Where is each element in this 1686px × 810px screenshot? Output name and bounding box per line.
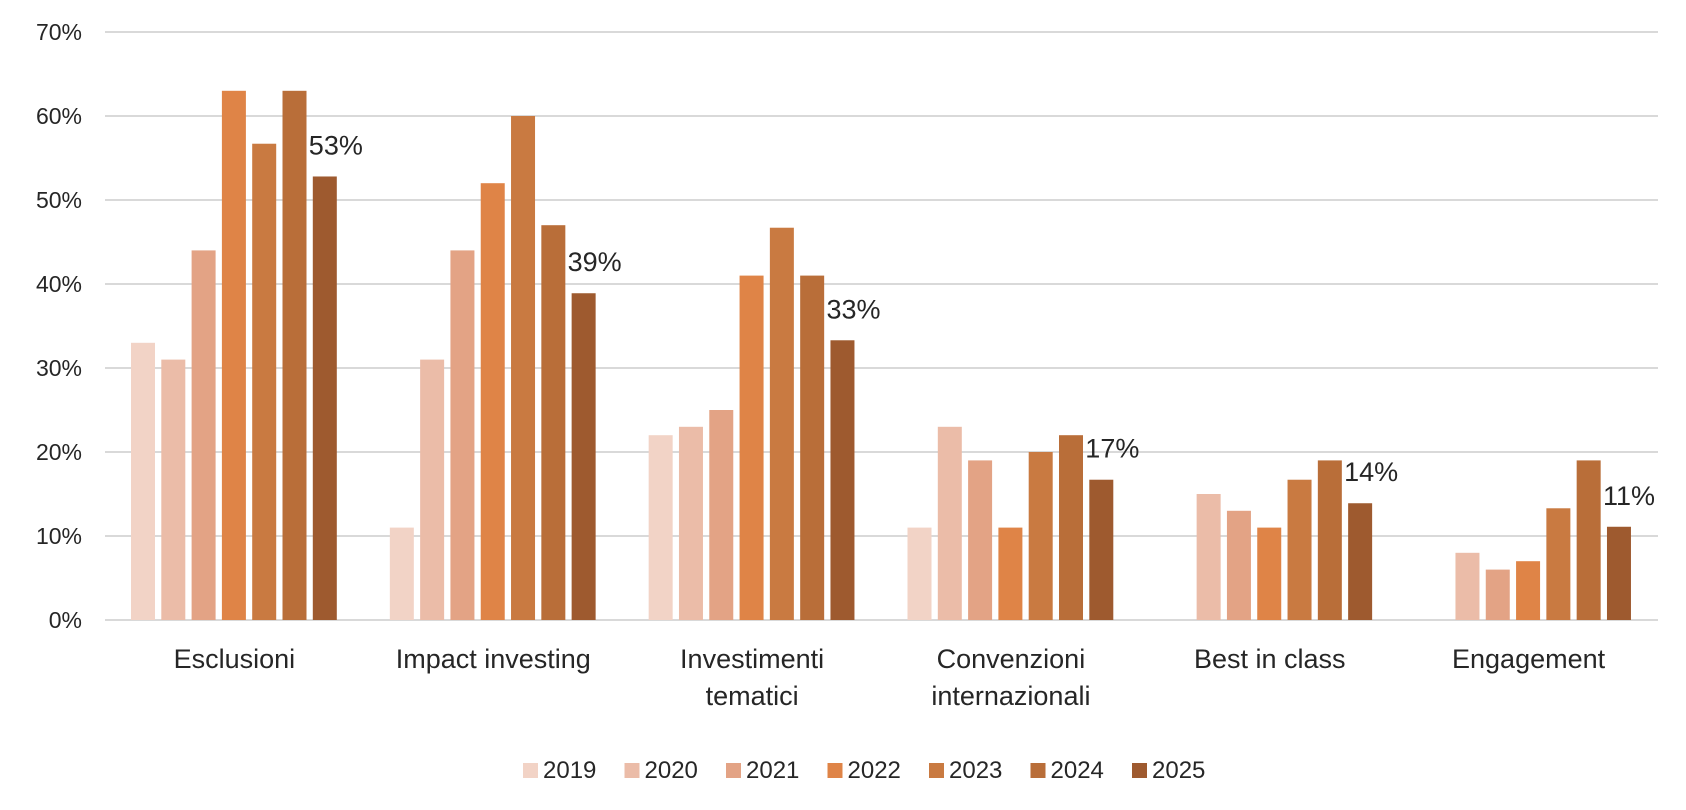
bar-2024-5 — [1576, 460, 1601, 620]
category-label-line: Engagement — [1452, 644, 1606, 674]
bar-2022-5 — [1516, 561, 1541, 620]
bar-2024-2 — [800, 275, 825, 620]
data-label-2025-1: 39% — [568, 247, 622, 277]
bar-2020-3 — [937, 426, 962, 620]
bar-2025-1 — [571, 293, 596, 620]
data-label-2025-5: 11% — [1603, 481, 1655, 511]
category-label: Convenzioni internazionali — [931, 644, 1090, 711]
category-label-line: Impact investing — [396, 644, 591, 674]
bar-2023-0 — [252, 143, 277, 620]
bar-2020-0 — [161, 359, 186, 620]
x-axis: Esclusioni Impact investing Investimenti te… — [174, 644, 1606, 711]
bar-2024-3 — [1059, 435, 1083, 620]
y-tick-label: 60% — [36, 103, 82, 129]
bar-2021-5 — [1485, 569, 1510, 620]
gridlines — [105, 31, 1658, 621]
legend-label-2024: 2024 — [1051, 757, 1104, 784]
bar-2020-5 — [1455, 552, 1480, 620]
bar-2021-0 — [191, 250, 216, 620]
y-tick-label: 50% — [36, 187, 82, 213]
y-tick-label: 10% — [36, 523, 82, 549]
category-label-line: internazionali — [931, 681, 1090, 711]
bar-2023-3 — [1028, 452, 1053, 620]
bar-2025-3 — [1089, 479, 1114, 620]
category-label: Engagement — [1452, 644, 1606, 674]
legend-label-2020: 2020 — [645, 757, 698, 784]
data-label-2025-4: 14% — [1344, 457, 1398, 487]
bar-2020-2 — [678, 426, 703, 620]
data-label-2025-2: 33% — [826, 294, 880, 324]
bar-2023-1 — [511, 116, 536, 620]
bar-2024-4 — [1317, 460, 1342, 620]
y-tick-label: 0% — [49, 607, 82, 633]
bar-2019-1 — [389, 527, 414, 620]
legend-label-2025: 2025 — [1152, 757, 1205, 784]
legend: 2019 2020 2021 2022 2023 2024 2025 — [523, 757, 1205, 784]
category-label-line: Convenzioni — [937, 644, 1086, 674]
legend-label-2023: 2023 — [949, 757, 1002, 784]
bar-2022-0 — [221, 90, 246, 621]
bar-2023-4 — [1287, 479, 1312, 620]
bar-2022-4 — [1257, 527, 1282, 620]
bar-2025-4 — [1348, 503, 1373, 620]
bar-2022-1 — [480, 183, 505, 620]
bar-2023-5 — [1546, 508, 1571, 620]
legend-swatch-2019 — [523, 763, 538, 778]
y-tick-label: 70% — [36, 19, 82, 45]
bar-2019-2 — [648, 435, 673, 620]
bar-2023-2 — [769, 227, 794, 620]
category-label-line: tematici — [706, 681, 799, 711]
y-axis: 0% 10% 20% 30% 40% 50% 60% 70% — [36, 19, 82, 633]
legend-label-2019: 2019 — [543, 757, 596, 784]
legend-swatch-2021 — [726, 763, 741, 778]
bar-2021-4 — [1226, 510, 1251, 620]
legend-label-2022: 2022 — [848, 757, 901, 784]
category-label: Esclusioni — [174, 644, 296, 674]
category-label-line: Investimenti — [680, 644, 824, 674]
data-label-2025-0: 53% — [309, 130, 363, 160]
bar-2024-0 — [282, 90, 307, 621]
legend-swatch-2024 — [1030, 763, 1046, 778]
bar-2025-2 — [830, 340, 855, 620]
bar-2025-0 — [312, 176, 337, 621]
bars — [131, 90, 1631, 621]
bar-2020-4 — [1196, 494, 1221, 620]
bar-2021-3 — [968, 460, 993, 620]
category-label: Investimenti tematici — [680, 644, 824, 711]
category-label: Best in class — [1194, 644, 1346, 674]
bar-2025-5 — [1606, 526, 1631, 620]
legend-label-2021: 2021 — [746, 757, 799, 784]
bar-2021-2 — [709, 410, 734, 620]
legend-swatch-2022 — [827, 763, 843, 778]
bar-2019-0 — [131, 342, 155, 620]
data-label-2025-3: 17% — [1085, 434, 1139, 464]
data-labels: 53% 39% 33% 17% 14% 11% — [309, 130, 1655, 510]
bar-2022-2 — [739, 275, 764, 620]
legend-swatch-2020 — [624, 763, 640, 778]
bar-2021-1 — [450, 250, 475, 620]
y-tick-label: 40% — [36, 271, 82, 297]
legend-swatch-2023 — [929, 763, 944, 778]
bar-2019-3 — [907, 527, 932, 620]
category-label: Impact investing — [396, 644, 591, 674]
y-tick-label: 20% — [36, 439, 82, 465]
legend-swatch-2025 — [1132, 763, 1147, 778]
bar-2024-1 — [541, 225, 566, 620]
y-tick-label: 30% — [36, 355, 82, 381]
category-label-line: Esclusioni — [174, 644, 296, 674]
bar-2020-1 — [420, 359, 445, 620]
bar-2022-3 — [998, 527, 1023, 620]
category-label-line: Best in class — [1194, 644, 1346, 674]
